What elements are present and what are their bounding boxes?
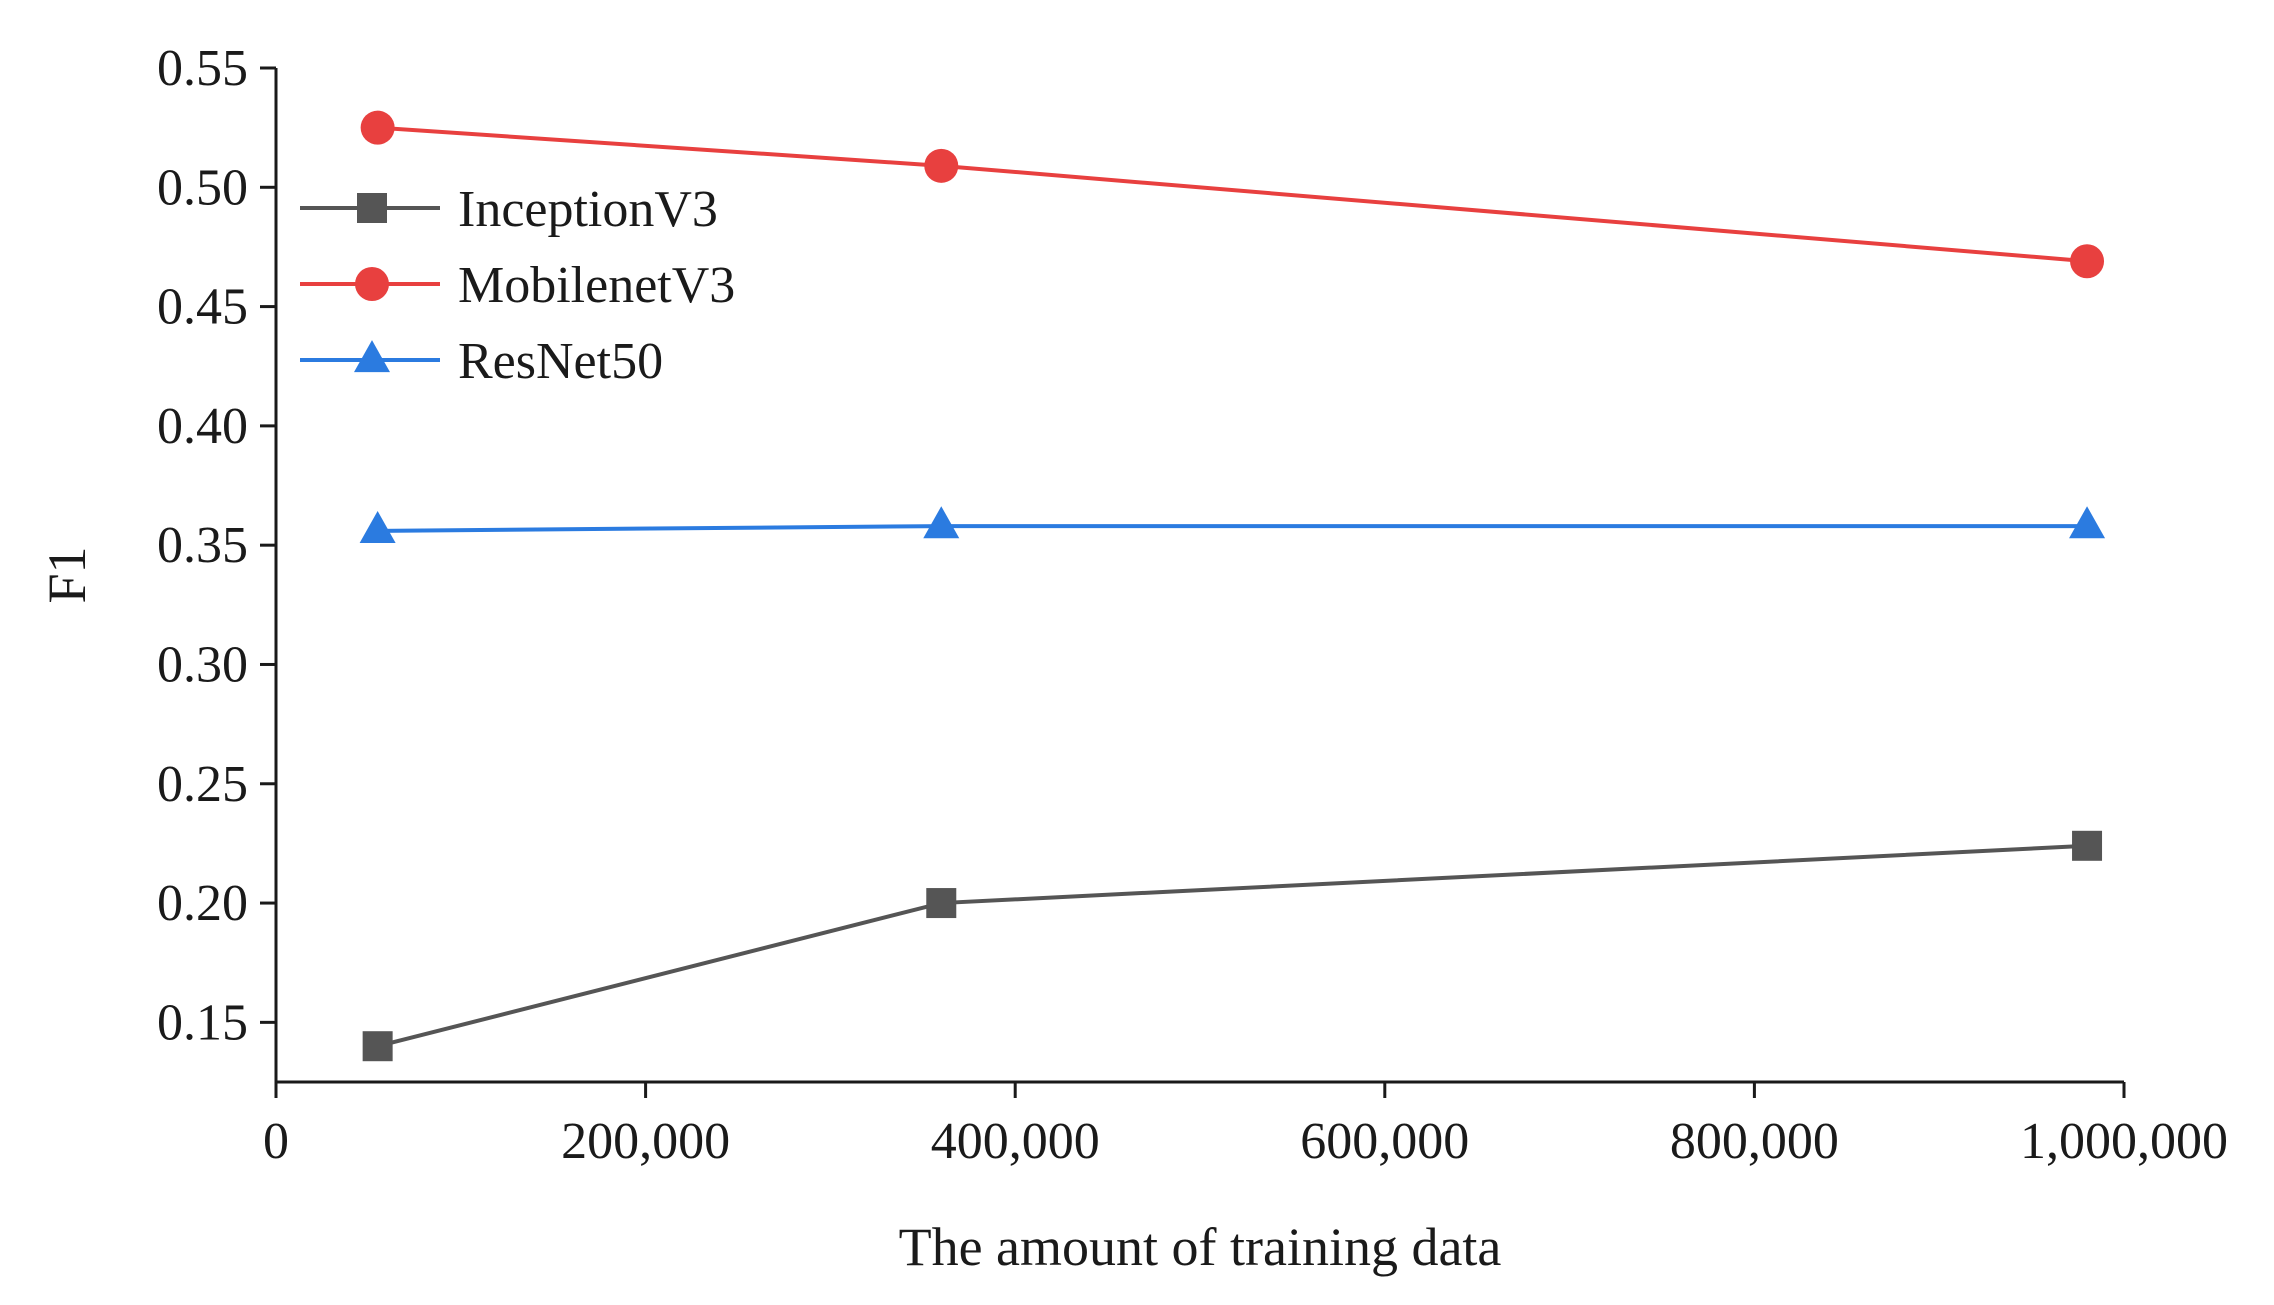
legend-item-resnet50: ResNet50 bbox=[300, 333, 663, 390]
legend-item-inceptionv3: InceptionV3 bbox=[300, 181, 718, 238]
y-tick-label: 0.55 bbox=[157, 40, 248, 97]
y-tick-label: 0.15 bbox=[157, 994, 248, 1051]
y-tick-label: 0.50 bbox=[157, 159, 248, 216]
series-resnet50 bbox=[359, 506, 2106, 544]
legend-marker bbox=[357, 193, 387, 223]
axes: 0.15 0.20 0.25 0.30 0.35 0.40 0.45 0.50 0.55 0 20… bbox=[157, 40, 2228, 1170]
legend-marker bbox=[355, 267, 389, 301]
data-point-resnet50 bbox=[2069, 506, 2106, 539]
y-tick-label: 0.40 bbox=[157, 398, 248, 455]
y-tick-label: 0.25 bbox=[157, 756, 248, 813]
x-tick-label: 800,000 bbox=[1670, 1113, 1839, 1170]
x-tick-label: 0 bbox=[263, 1113, 289, 1170]
y-tick-label: 0.20 bbox=[157, 875, 248, 932]
x-tick-label: 600,000 bbox=[1300, 1113, 1469, 1170]
legend-item-mobilenetv3: MobilenetV3 bbox=[300, 257, 735, 314]
legend-label: InceptionV3 bbox=[458, 181, 718, 238]
data-point-inceptionv3 bbox=[362, 1031, 393, 1062]
series-line-resnet50 bbox=[377, 524, 2088, 533]
data-point-mobilenetv3 bbox=[2070, 244, 2105, 279]
x-tick-label: 200,000 bbox=[561, 1113, 730, 1170]
y-axis-title: F1 bbox=[37, 546, 97, 603]
data-point-inceptionv3 bbox=[926, 888, 957, 919]
data-point-mobilenetv3 bbox=[924, 148, 959, 183]
legend-label: ResNet50 bbox=[458, 333, 663, 390]
y-tick-label: 0.30 bbox=[157, 636, 248, 693]
data-point-resnet50 bbox=[359, 511, 396, 544]
legend-label: MobilenetV3 bbox=[458, 257, 735, 314]
data-point-inceptionv3 bbox=[2072, 830, 2103, 861]
y-tick-label: 0.35 bbox=[157, 517, 248, 574]
data-point-resnet50 bbox=[923, 506, 960, 539]
data-point-mobilenetv3 bbox=[360, 110, 395, 145]
x-tick-label: 1,000,000 bbox=[2020, 1113, 2228, 1170]
series-mobilenetv3 bbox=[360, 110, 2105, 279]
series-line-inceptionv3 bbox=[377, 843, 2088, 1049]
x-axis-title: The amount of training data bbox=[899, 1217, 1502, 1277]
x-ticks: 0 200,000 400,000 600,000 800,000 1,000,000 bbox=[263, 1082, 2228, 1170]
y-tick-label: 0.45 bbox=[157, 279, 248, 336]
x-tick-label: 400,000 bbox=[931, 1113, 1100, 1170]
legend: InceptionV3 MobilenetV3 ResNet50 bbox=[300, 181, 735, 390]
y-ticks: 0.15 0.20 0.25 0.30 0.35 0.40 0.45 0.50 0.55 bbox=[157, 40, 276, 1051]
series-layer bbox=[359, 110, 2106, 1062]
series-inceptionv3 bbox=[362, 830, 2103, 1062]
legend-marker bbox=[354, 340, 390, 373]
